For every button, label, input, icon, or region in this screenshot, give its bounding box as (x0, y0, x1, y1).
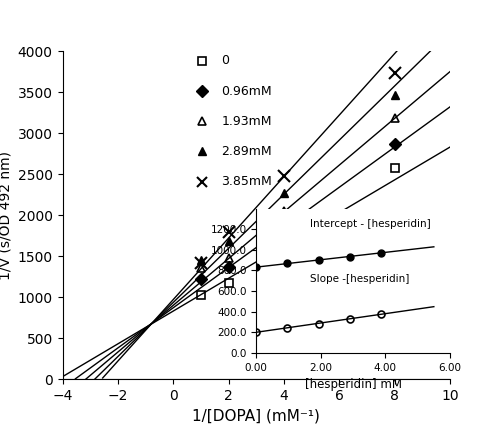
Text: Slope -[hesperidin]: Slope -[hesperidin] (310, 273, 410, 284)
Text: 2.89mM: 2.89mM (222, 145, 272, 158)
Text: 0.96mM: 0.96mM (222, 85, 272, 98)
Y-axis label: 1/V (s/OD 492 nm): 1/V (s/OD 492 nm) (0, 151, 12, 279)
X-axis label: [hesperidin] mM: [hesperidin] mM (304, 378, 402, 391)
Text: 3.85mM: 3.85mM (222, 175, 272, 188)
Text: 1.93mM: 1.93mM (222, 115, 272, 128)
X-axis label: 1/[DOPA] (mM⁻¹): 1/[DOPA] (mM⁻¹) (192, 409, 320, 423)
Text: 0: 0 (222, 55, 230, 67)
Text: Intercept - [hesperidin]: Intercept - [hesperidin] (310, 219, 431, 229)
